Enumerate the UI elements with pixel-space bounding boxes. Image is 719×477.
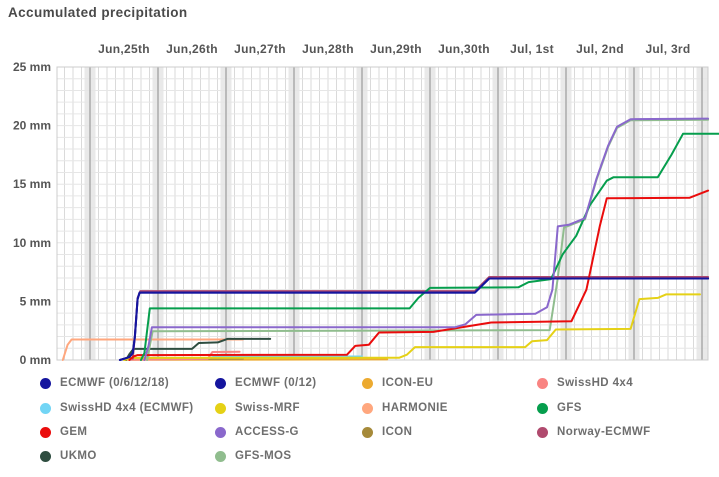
- x-axis-label: Jul, 3rd: [645, 42, 690, 56]
- x-axis-label: Jul, 2nd: [576, 42, 624, 56]
- y-axis-label: 10 mm: [13, 236, 51, 250]
- legend-label: SwissHD 4x4: [557, 377, 633, 389]
- legend-color-dot: [362, 377, 373, 389]
- legend-color-dot: [215, 402, 226, 414]
- series-line-swiss-mrf: [123, 293, 701, 361]
- legend-color-dot: [215, 426, 226, 438]
- series-line-gfs: [140, 132, 719, 361]
- y-axis-label: 25 mm: [13, 60, 51, 74]
- precipitation-chart: Jun,25th Jun,26th Jun,27th Jun,28th Jun,29th…: [13, 42, 719, 367]
- y-axis-label: 0 mm: [20, 353, 51, 367]
- legend-color-dot: [40, 426, 51, 438]
- x-axis-label: Jun,28th: [302, 42, 354, 56]
- x-axis-label: Jun,27th: [234, 42, 286, 56]
- legend-label: SwissHD 4x4 (ECMWF): [60, 402, 194, 414]
- page-title: Accumulated precipitation: [8, 5, 188, 20]
- legend-color-dot: [537, 402, 548, 414]
- legend-color-dot: [362, 402, 373, 414]
- legend-color-dot: [537, 377, 548, 389]
- legend-item-harmonie: HARMONIE: [362, 400, 448, 416]
- legend-label: UKMO: [60, 450, 97, 462]
- legend-label: Swiss-MRF: [235, 402, 300, 414]
- legend-item-gfs: GFS: [537, 400, 582, 416]
- legend-item-gem: GEM: [40, 424, 87, 440]
- x-axis-label: Jul, 1st: [510, 42, 554, 56]
- series-line-gem: [128, 189, 710, 361]
- legend-label: HARMONIE: [382, 402, 448, 414]
- x-axis-label: Jun,30th: [438, 42, 490, 56]
- legend-color-dot: [40, 450, 51, 462]
- legend-color-dot: [215, 450, 226, 462]
- legend-label: GFS: [557, 402, 582, 414]
- legend-item-swisshd-4x4: SwissHD 4x4: [537, 375, 633, 391]
- legend-label: Norway-ECMWF: [557, 426, 651, 438]
- legend-item-ukmo: UKMO: [40, 448, 97, 464]
- legend-label: GFS-MOS: [235, 450, 292, 462]
- legend-item-ecmwf-0-12: ECMWF (0/12): [215, 375, 316, 391]
- legend-color-dot: [40, 402, 51, 414]
- legend-label: ECMWF (0/12): [235, 377, 317, 389]
- series-line-ukmo: [125, 337, 272, 361]
- legend-item-swiss-mrf: Swiss-MRF: [215, 400, 300, 416]
- x-axis-label: Jun,25th: [98, 42, 150, 56]
- legend-label: GEM: [60, 426, 88, 438]
- legend-item-swisshd-4x4-ecmwf: SwissHD 4x4 (ECMWF): [40, 400, 193, 416]
- legend-color-dot: [215, 377, 226, 389]
- legend-label: ICON: [382, 426, 413, 438]
- legend-color-dot: [362, 426, 373, 438]
- legend-item-icon-eu: ICON-EU: [362, 375, 433, 391]
- legend-item-norway-ecmwf: Norway-ECMWF: [537, 424, 651, 440]
- x-axis-label: Jun,29th: [370, 42, 422, 56]
- series-line-harmonie: [61, 338, 244, 361]
- legend-item-ecmwf-0-6-12-18: ECMWF (0/6/12/18): [40, 375, 169, 391]
- legend-item-access-g: ACCESS-G: [215, 424, 299, 440]
- legend-label: ICON-EU: [382, 377, 434, 389]
- y-axis-label: 15 mm: [13, 177, 51, 191]
- legend-color-dot: [537, 426, 548, 438]
- legend-color-dot: [40, 377, 51, 389]
- legend-item-gfs-mos: GFS-MOS: [215, 448, 291, 464]
- x-axis-label: Jun,26th: [166, 42, 218, 56]
- legend-label: ACCESS-G: [235, 426, 299, 438]
- legend-label: ECMWF (0/6/12/18): [60, 377, 170, 389]
- series-line-access-g: [143, 117, 710, 361]
- chart-svg: Jun,25th Jun,26th Jun,27th Jun,28th Jun,29th…: [13, 42, 719, 367]
- series-line-ecmwf-0-6-12-18: [118, 277, 710, 361]
- y-axis-label: 5 mm: [20, 294, 51, 308]
- y-axis-label: 20 mm: [13, 119, 51, 133]
- legend-item-icon: ICON: [362, 424, 412, 440]
